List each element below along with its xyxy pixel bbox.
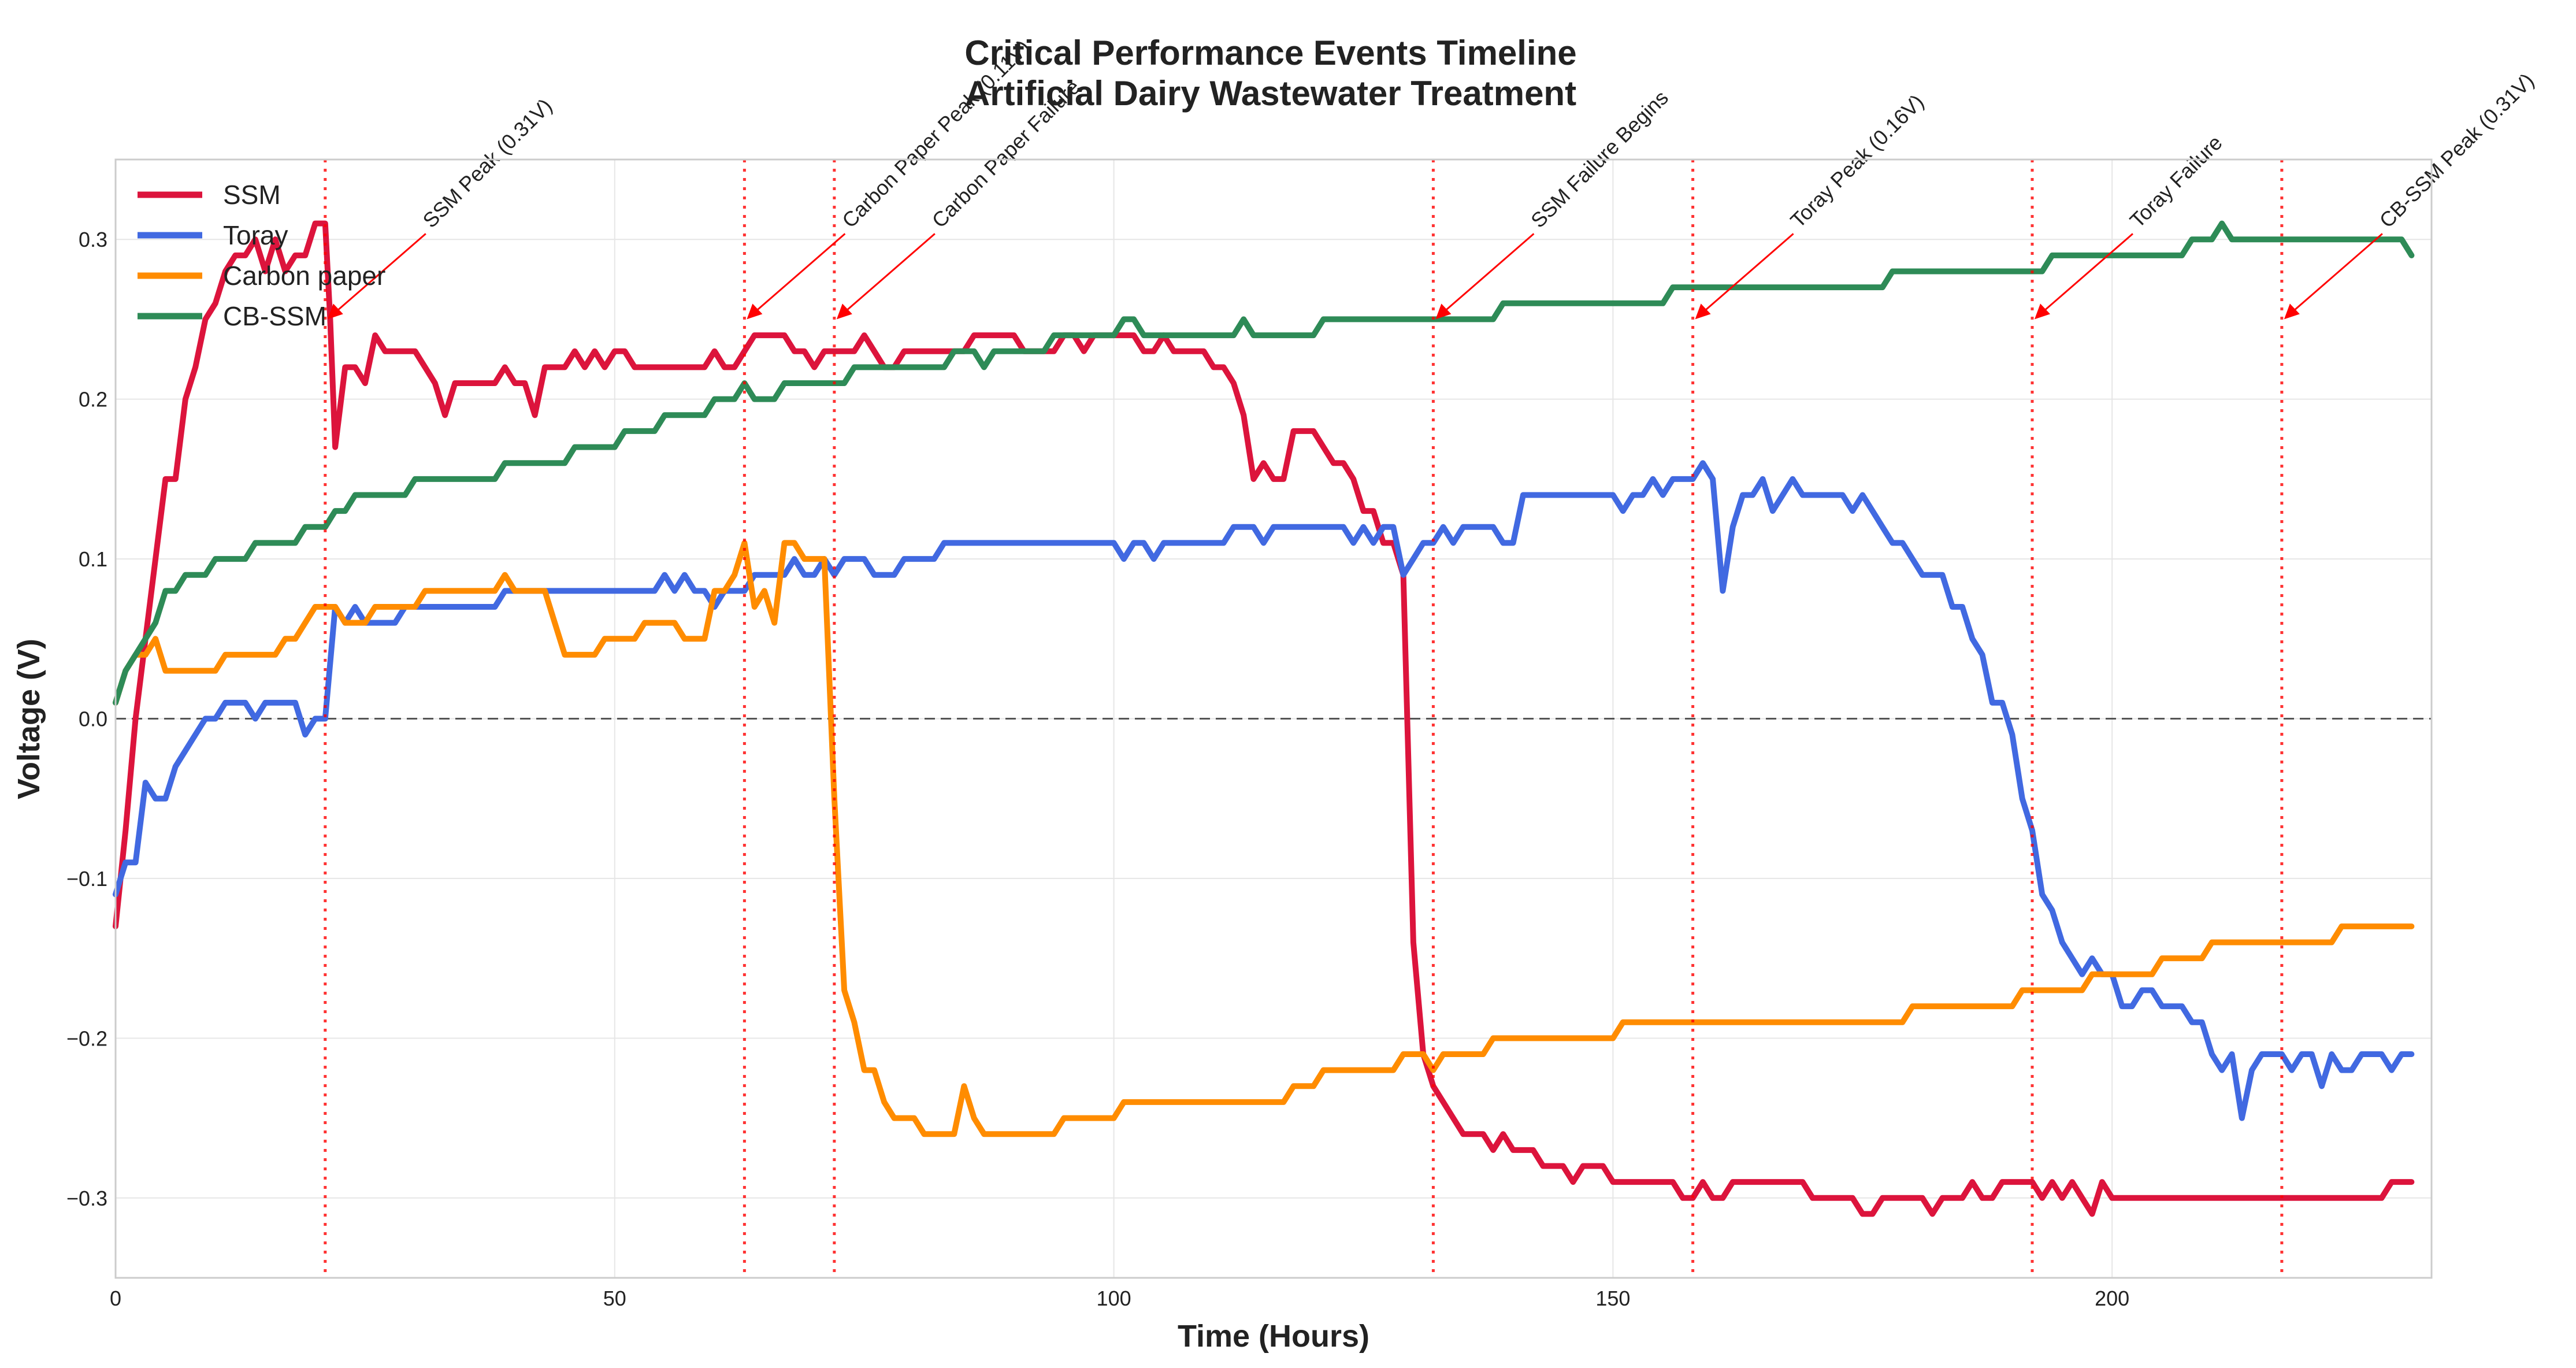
event-arrowhead [2034, 303, 2050, 320]
legend-label: Toray [223, 220, 288, 250]
x-tick-label: 0 [110, 1287, 121, 1310]
event-arrow [2039, 233, 2133, 315]
y-tick-label: 0.2 [79, 388, 107, 411]
y-tick-label: 0.3 [79, 228, 107, 251]
grid-lines [115, 160, 2432, 1278]
y-tick-label: −0.3 [66, 1187, 107, 1210]
legend-label: Carbon paper [223, 261, 385, 291]
x-tick-label: 100 [1097, 1287, 1131, 1310]
event-arrowhead [1695, 303, 1711, 320]
series-line-ssm [113, 220, 2415, 1217]
event-arrowhead [2284, 303, 2300, 320]
event-arrow [841, 233, 936, 315]
event-arrowhead [836, 303, 852, 320]
event-arrow [2289, 233, 2383, 315]
chart-title: Critical Performance Events Timeline [964, 34, 1576, 72]
event-arrowhead [327, 303, 343, 320]
x-tick-label: 50 [603, 1287, 626, 1310]
axis-ticks: 0 50 100 150 200 −0.3 −0.2 −0.1 0.0 0.1 0.2 0.3 [66, 228, 2129, 1310]
series-line-cb-ssm [113, 220, 2415, 706]
x-axis-label: Time (Hours) [1178, 1319, 1369, 1354]
x-tick-label: 200 [2095, 1287, 2129, 1310]
event-arrowhead [747, 303, 763, 320]
event-arrow [1441, 233, 1535, 315]
series-line-carbon-paper [113, 540, 2415, 1137]
plot-border [114, 158, 2433, 1279]
data-series [113, 220, 2415, 1217]
event-arrow [752, 233, 846, 315]
y-tick-label: −0.2 [66, 1026, 107, 1050]
legend: SSM Toray Carbon paper CB-SSM [138, 180, 385, 331]
legend-label: CB-SSM [223, 301, 326, 331]
event-arrowhead [1435, 303, 1452, 320]
y-axis-label: Voltage (V) [12, 639, 46, 799]
x-tick-label: 150 [1595, 1287, 1630, 1310]
y-tick-label: 0.0 [79, 707, 107, 731]
y-tick-label: −0.1 [66, 867, 107, 891]
event-arrow [332, 233, 426, 315]
event-arrow [1700, 233, 1794, 315]
y-tick-label: 0.1 [79, 547, 107, 571]
event-label: CB-SSM Peak (0.31V) [2375, 68, 2539, 232]
chart-subtitle: Artificial Dairy Wastewater Treatment [965, 74, 1576, 113]
legend-label: SSM [223, 180, 281, 210]
